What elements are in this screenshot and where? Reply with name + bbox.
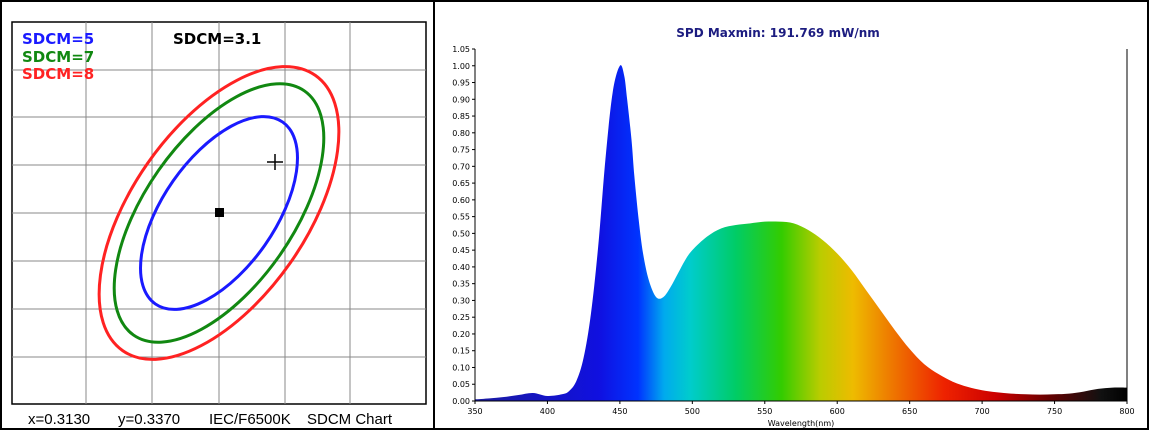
spd-x-tick-label: 700 bbox=[974, 407, 989, 416]
spd-x-tick-label: 450 bbox=[612, 407, 627, 416]
spd-y-tick-label: 0.30 bbox=[452, 296, 470, 305]
spd-y-tick-label: 0.50 bbox=[452, 229, 470, 238]
spd-y-tick-label: 0.85 bbox=[452, 112, 470, 121]
spd-y-tick-label: 0.05 bbox=[452, 380, 470, 389]
spd-y-tick-label: 0.80 bbox=[452, 129, 470, 138]
spd-y-tick-label: 0.10 bbox=[452, 363, 470, 372]
spd-y-tick-label: 0.45 bbox=[452, 246, 470, 255]
spd-x-tick-label: 800 bbox=[1119, 407, 1134, 416]
spd-y-tick-label: 0.00 bbox=[452, 397, 470, 406]
spd-x-axis-label: Wavelength(nm) bbox=[768, 419, 835, 428]
sdcm-value-label: SDCM=3.1 bbox=[173, 30, 261, 48]
legend-sdcm-5: SDCM=5 bbox=[22, 30, 94, 48]
ellipse-sdcm-8 bbox=[97, 65, 341, 361]
footer-y-coordinate: y=0.3370 bbox=[118, 411, 180, 428]
legend-sdcm-7: SDCM=7 bbox=[22, 48, 94, 66]
spd-x-tick-label: 600 bbox=[830, 407, 845, 416]
reference-point-marker bbox=[215, 208, 224, 217]
spd-x-tick-label: 550 bbox=[757, 407, 772, 416]
sdcm-chart: SDCM=5 SDCM=7 SDCM=8 SDCM=3.1 x=0.3130 y… bbox=[11, 21, 427, 428]
legend-sdcm-8: SDCM=8 bbox=[22, 65, 94, 83]
spd-x-tick-label: 750 bbox=[1047, 407, 1062, 416]
spd-y-tick-label: 0.55 bbox=[452, 213, 470, 222]
spd-x-tick-label: 650 bbox=[902, 407, 917, 416]
spd-title: SPD Maxmin: 191.769 mW/nm bbox=[676, 26, 880, 40]
spd-y-tick-label: 0.65 bbox=[452, 179, 470, 188]
spd-x-tick-label: 350 bbox=[467, 407, 482, 416]
measured-point-marker bbox=[267, 154, 283, 170]
spd-y-tick-label: 0.15 bbox=[452, 347, 470, 356]
spd-curve bbox=[475, 65, 1127, 402]
spd-x-tick-label: 500 bbox=[685, 407, 700, 416]
spd-axes bbox=[474, 49, 1128, 402]
spd-y-tick-label: 0.20 bbox=[452, 330, 470, 339]
spd-y-tick-label: 0.60 bbox=[452, 196, 470, 205]
spd-x-ticks: 350 400 450 500 550 600 650 700 750 800 bbox=[467, 401, 1135, 416]
spd-y-tick-label: 1.00 bbox=[452, 62, 470, 71]
spd-x-tick-label: 400 bbox=[540, 407, 555, 416]
spd-y-tick-label: 1.05 bbox=[452, 45, 470, 54]
spd-y-tick-label: 0.70 bbox=[452, 162, 470, 171]
spd-y-tick-label: 0.90 bbox=[452, 95, 470, 104]
spd-chart: SPD Maxmin: 191.769 mW/nm 0.000.050.100.… bbox=[452, 26, 1134, 428]
spd-y-ticks: 0.00 0.05 0.10 0.15 0.20 0.25 0.30 0.35 0.40 0.45… bbox=[452, 45, 475, 406]
ellipse-sdcm-7 bbox=[112, 82, 326, 344]
spd-y-tick-label: 0.75 bbox=[452, 146, 470, 155]
footer-standard: IEC/F6500K bbox=[209, 411, 291, 428]
footer-x-coordinate: x=0.3130 bbox=[28, 411, 90, 428]
spd-y-tick-label: 0.25 bbox=[452, 313, 470, 322]
ellipse-sdcm-5 bbox=[139, 115, 299, 311]
spd-y-tick-label: 0.95 bbox=[452, 79, 470, 88]
footer-chart-name: SDCM Chart bbox=[307, 411, 393, 428]
spd-y-tick-label: 0.35 bbox=[452, 280, 470, 289]
spd-y-tick-label: 0.40 bbox=[452, 263, 470, 272]
